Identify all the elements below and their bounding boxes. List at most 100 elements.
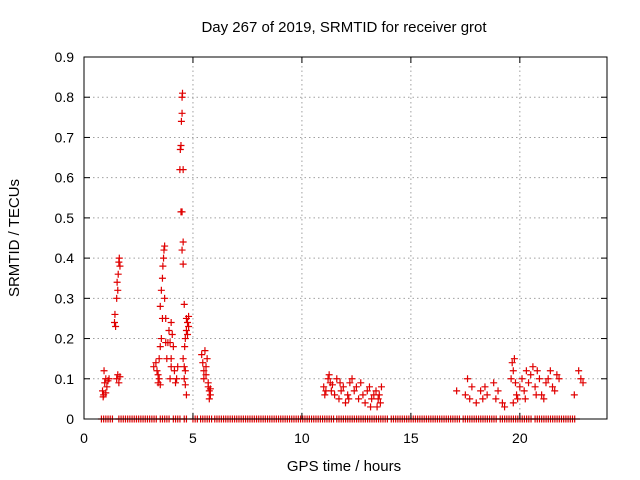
- data-point: [200, 367, 208, 375]
- data-point: [177, 141, 185, 149]
- data-point: [200, 375, 208, 383]
- data-point: [479, 395, 487, 403]
- data-point: [372, 387, 380, 395]
- data-point: [179, 238, 187, 246]
- x-tick-label: 5: [189, 430, 197, 446]
- data-point: [201, 347, 209, 355]
- data-point: [177, 117, 185, 125]
- data-point: [376, 399, 384, 407]
- data-point: [167, 363, 175, 371]
- data-point: [522, 367, 530, 375]
- y-tick-label: 0.4: [55, 250, 75, 266]
- data-point: [577, 375, 585, 383]
- data-point: [509, 367, 517, 375]
- data-point: [453, 387, 461, 395]
- data-point: [179, 260, 187, 268]
- plot-points: [97, 89, 587, 423]
- data-point: [179, 166, 187, 174]
- data-point: [374, 395, 382, 403]
- data-point: [114, 270, 122, 278]
- data-point: [155, 375, 163, 383]
- data-point: [103, 383, 111, 391]
- data-point: [182, 391, 190, 399]
- data-point: [509, 399, 517, 407]
- data-point: [156, 381, 164, 389]
- data-point: [327, 387, 335, 395]
- data-point: [551, 387, 559, 395]
- data-point: [161, 294, 169, 302]
- y-tick-label: 0.8: [55, 89, 75, 105]
- data-point: [339, 383, 347, 391]
- data-point: [199, 359, 207, 367]
- data-point: [173, 375, 181, 383]
- data-point: [179, 355, 187, 363]
- data-point: [170, 367, 178, 375]
- data-point: [154, 371, 162, 379]
- data-point: [355, 395, 363, 403]
- data-point: [525, 379, 533, 387]
- data-point: [198, 351, 206, 359]
- data-point: [174, 363, 182, 371]
- data-point: [521, 395, 529, 403]
- y-axis-label: SRMTID / TECUs: [6, 179, 23, 297]
- data-point: [544, 375, 552, 383]
- data-point: [325, 371, 333, 379]
- data-point: [178, 89, 186, 97]
- data-point: [553, 371, 561, 379]
- data-point: [185, 312, 193, 320]
- data-point: [102, 389, 110, 397]
- data-point: [202, 371, 210, 379]
- x-tick-label: 15: [403, 430, 419, 446]
- y-tick-label: 0.5: [55, 210, 75, 226]
- data-point: [205, 395, 213, 403]
- data-point: [178, 208, 186, 216]
- data-point: [579, 379, 587, 387]
- data-point: [157, 335, 165, 343]
- data-point: [466, 395, 474, 403]
- data-point: [507, 375, 515, 383]
- data-point: [180, 375, 188, 383]
- data-point: [555, 375, 563, 383]
- data-point: [169, 343, 177, 351]
- data-point: [461, 391, 469, 399]
- data-point: [331, 391, 339, 399]
- data-point: [156, 302, 164, 310]
- data-point: [153, 367, 161, 375]
- data-point: [492, 395, 500, 403]
- y-tick-label: 0.3: [55, 290, 75, 306]
- data-point: [185, 322, 193, 330]
- data-point: [203, 355, 211, 363]
- y-tick-label: 0.2: [55, 331, 75, 347]
- data-point: [346, 379, 354, 387]
- data-point: [181, 367, 189, 375]
- data-point: [156, 343, 164, 351]
- data-point: [345, 395, 353, 403]
- data-point: [377, 383, 385, 391]
- data-point: [575, 367, 583, 375]
- data-point: [516, 383, 524, 391]
- data-point: [352, 383, 360, 391]
- data-point: [114, 286, 122, 294]
- data-point: [165, 327, 173, 335]
- data-point: [182, 327, 190, 335]
- data-point: [181, 343, 189, 351]
- data-point: [540, 395, 548, 403]
- data-point: [167, 355, 175, 363]
- data-point: [367, 403, 375, 411]
- data-point: [510, 355, 518, 363]
- data-point: [321, 391, 329, 399]
- data-point: [181, 381, 189, 389]
- data-point: [520, 387, 528, 395]
- data-point: [178, 109, 186, 117]
- data-point: [112, 322, 120, 330]
- x-tick-label: 20: [512, 430, 528, 446]
- data-point: [501, 403, 509, 411]
- data-point: [350, 387, 358, 395]
- data-point: [546, 367, 554, 375]
- data-point: [542, 379, 550, 387]
- data-point: [373, 403, 381, 411]
- data-point: [490, 379, 498, 387]
- data-point: [468, 383, 476, 391]
- data-point: [494, 387, 502, 395]
